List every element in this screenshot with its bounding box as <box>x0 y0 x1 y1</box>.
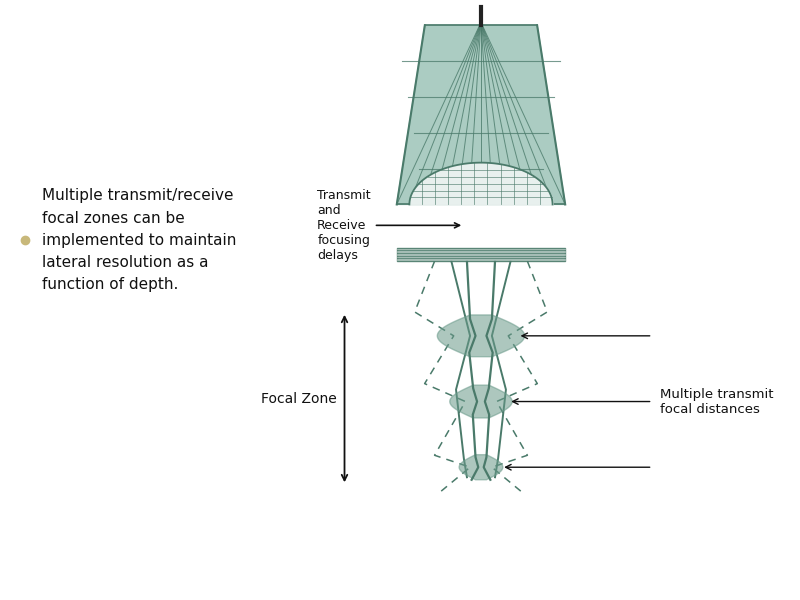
Polygon shape <box>459 455 503 480</box>
Polygon shape <box>397 25 566 205</box>
Polygon shape <box>450 385 512 418</box>
Text: Multiple transmit/receive
focal zones can be
implemented to maintain
lateral res: Multiple transmit/receive focal zones ca… <box>42 188 236 292</box>
Polygon shape <box>438 315 525 357</box>
Text: Multiple transmit
focal distances: Multiple transmit focal distances <box>660 388 774 416</box>
Text: Focal Zone: Focal Zone <box>261 392 337 406</box>
Text: Transmit
and
Receive
focusing
delays: Transmit and Receive focusing delays <box>318 189 459 262</box>
